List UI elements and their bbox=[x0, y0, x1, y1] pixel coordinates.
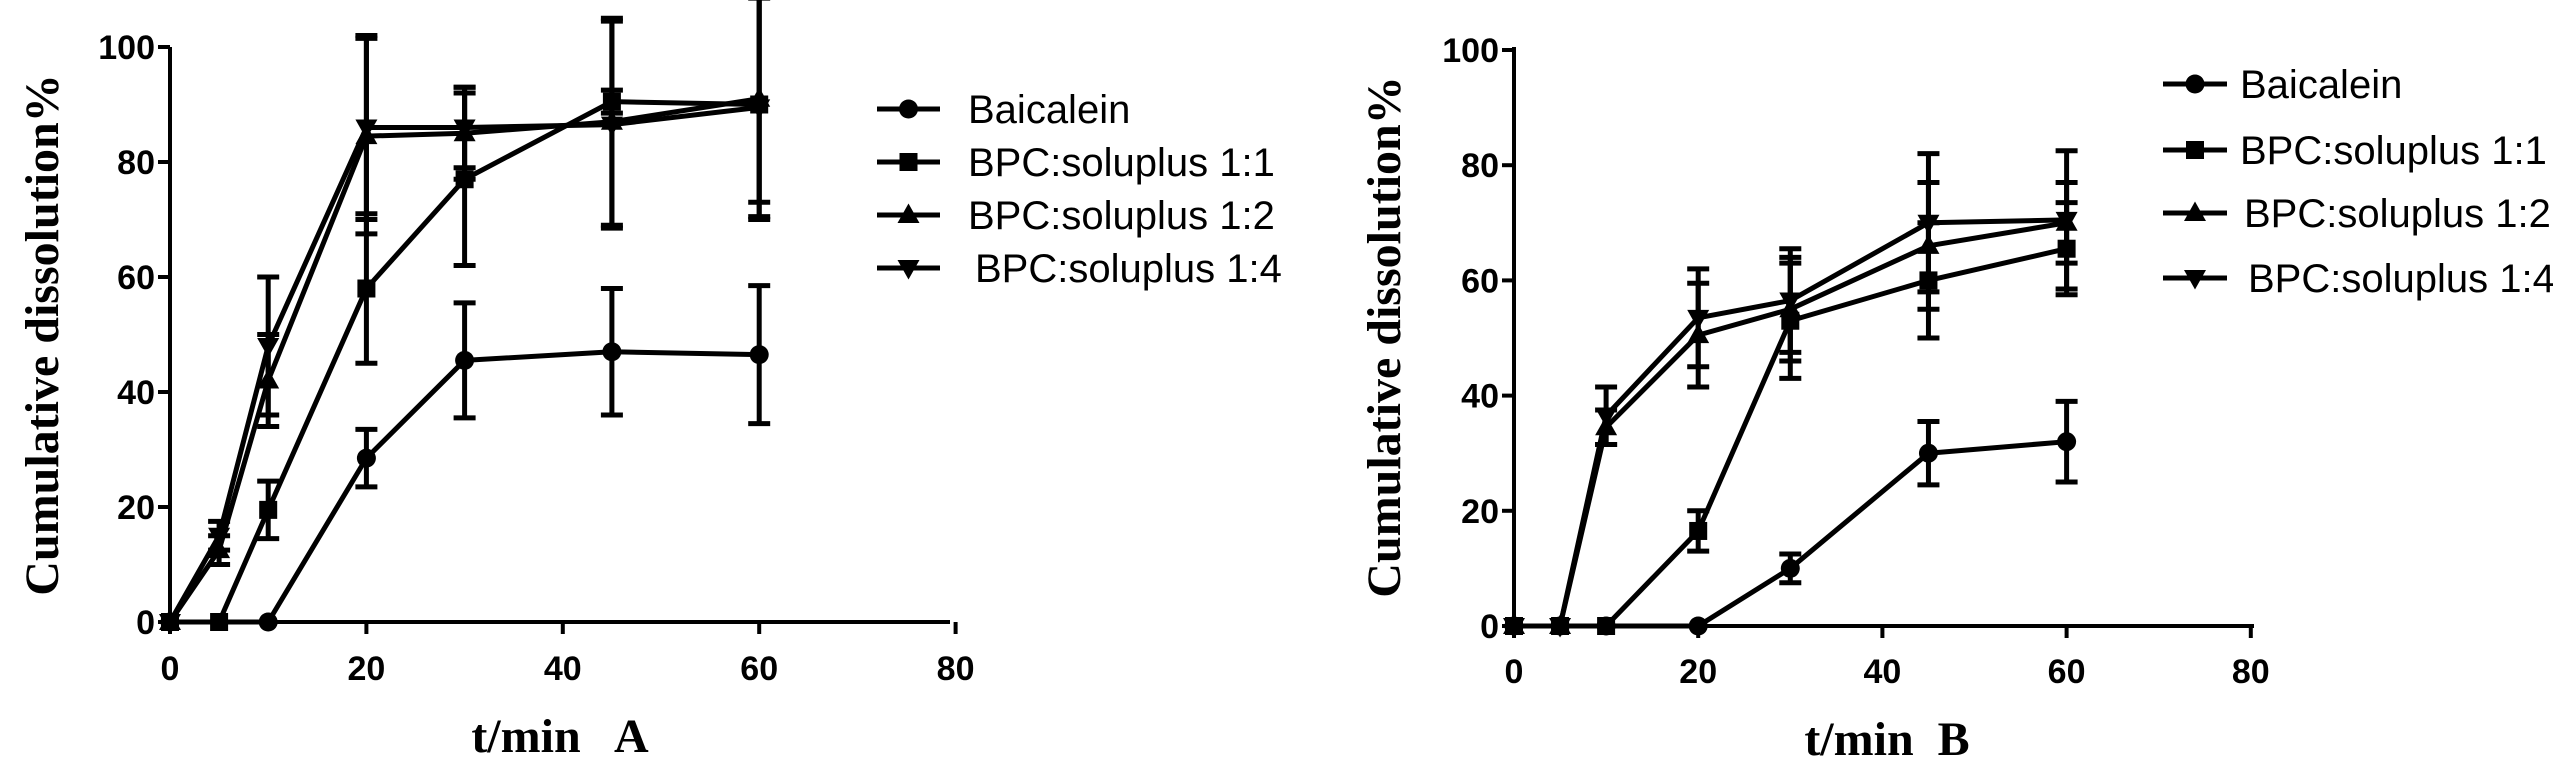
data-point bbox=[1779, 292, 1802, 313]
x-tick-label: 40 bbox=[544, 650, 582, 688]
data-point bbox=[1503, 618, 1525, 638]
plot-area bbox=[159, 0, 771, 634]
series-bpc-soluplus-1-4 bbox=[1503, 148, 2078, 638]
data-point bbox=[1689, 521, 1708, 540]
legend-marker bbox=[2184, 270, 2206, 290]
legend: Baicalein BPC:soluplus 1:1 BPC:soluplus … bbox=[877, 88, 1282, 291]
x-tick-label: 80 bbox=[2232, 653, 2270, 691]
y-tick-label: 100 bbox=[98, 29, 155, 67]
legend-marker bbox=[897, 203, 920, 223]
chart-panel-a: 0 20 40 60 80 100 0 20 40 60 80 Cumulative dissol… bbox=[16, 0, 1282, 763]
data-point bbox=[749, 345, 769, 365]
y-tick-label: 40 bbox=[1461, 378, 1499, 416]
legend: Baicalein BPC:soluplus 1:1 BPC:soluplus … bbox=[2163, 63, 2553, 301]
y-axis-label: Cumulative dissolution% bbox=[1358, 76, 1411, 597]
data-point bbox=[453, 119, 476, 139]
legend-item: BPC:soluplus 1:2 bbox=[2163, 192, 2551, 236]
y-tick-label: 0 bbox=[1480, 608, 1499, 646]
x-tick-label: 0 bbox=[1505, 653, 1524, 691]
data-point bbox=[1918, 443, 1938, 463]
y-axis-label: Cumulative dissolution% bbox=[16, 74, 69, 595]
legend-item: BPC:soluplus 1:4 bbox=[2163, 257, 2553, 301]
x-axis-label: t/min B bbox=[1804, 713, 1969, 766]
data-point bbox=[257, 338, 280, 358]
legend-marker bbox=[897, 260, 920, 280]
y-tick-label: 20 bbox=[117, 489, 155, 527]
legend-item: BPC:soluplus 1:2 bbox=[877, 194, 1275, 238]
legend-label: BPC:soluplus 1:1 bbox=[2240, 129, 2547, 173]
legend-label: BPC:soluplus 1:4 bbox=[2248, 257, 2553, 301]
legend-item: Baicalein bbox=[2163, 63, 2402, 107]
data-point bbox=[2057, 432, 2077, 452]
x-tick-label: 0 bbox=[161, 650, 180, 688]
legend-marker bbox=[2184, 201, 2206, 221]
x-ticks: 0 20 40 60 80 bbox=[161, 622, 975, 688]
data-point bbox=[1780, 558, 1800, 578]
y-tick-label: 80 bbox=[1461, 147, 1499, 185]
data-point bbox=[748, 99, 771, 119]
data-point bbox=[355, 119, 378, 139]
data-point bbox=[2055, 211, 2078, 232]
legend-marker bbox=[2185, 74, 2205, 94]
x-tick-label: 20 bbox=[347, 650, 385, 688]
data-point bbox=[208, 527, 231, 548]
data-point bbox=[600, 116, 623, 137]
legend-item: BPC:soluplus 1:1 bbox=[2163, 129, 2547, 173]
data-point bbox=[356, 448, 376, 468]
data-point bbox=[1687, 309, 1710, 330]
legend-item: BPC:soluplus 1:4 bbox=[877, 247, 1282, 291]
data-point bbox=[1595, 407, 1618, 428]
x-tick-label: 40 bbox=[1863, 653, 1901, 691]
y-tick-label: 80 bbox=[117, 144, 155, 182]
series-baicalein bbox=[1504, 398, 2078, 636]
series-baicalein bbox=[160, 283, 771, 632]
legend-label: Baicalein bbox=[2240, 63, 2402, 107]
legend-label: BPC:soluplus 1:4 bbox=[975, 247, 1282, 291]
series-line bbox=[170, 349, 760, 625]
data-point bbox=[602, 342, 622, 362]
y-tick-label: 20 bbox=[1461, 493, 1499, 531]
legend-item: BPC:soluplus 1:1 bbox=[877, 141, 1275, 185]
legend-label: BPC:soluplus 1:2 bbox=[968, 194, 1275, 238]
data-point bbox=[159, 614, 181, 634]
data-point bbox=[1917, 214, 1940, 235]
data-point bbox=[455, 350, 475, 370]
legend-marker bbox=[899, 99, 918, 119]
legend-item: Baicalein bbox=[877, 88, 1130, 132]
data-point bbox=[258, 612, 278, 632]
data-point bbox=[259, 500, 278, 519]
y-tick-label: 100 bbox=[1442, 32, 1499, 70]
x-tick-label: 60 bbox=[740, 650, 778, 688]
y-tick-label: 60 bbox=[1461, 262, 1499, 300]
legend-label: BPC:soluplus 1:1 bbox=[968, 141, 1275, 185]
x-tick-label: 20 bbox=[1679, 653, 1717, 691]
y-tick-label: 40 bbox=[117, 374, 155, 412]
legend-marker bbox=[899, 153, 918, 171]
data-point bbox=[1597, 617, 1616, 635]
legend-label: Baicalein bbox=[968, 88, 1130, 132]
chart-panel-b: 0 20 40 60 80 100 0 20 40 60 80 Cumulative dissol… bbox=[1358, 32, 2553, 766]
legend-marker bbox=[2186, 141, 2204, 159]
series-bpc-soluplus-1-4 bbox=[159, 0, 771, 634]
plot-area bbox=[1503, 148, 2078, 638]
x-tick-label: 60 bbox=[2048, 653, 2086, 691]
data-point bbox=[1688, 616, 1708, 636]
data-point bbox=[1549, 618, 1572, 638]
y-ticks: 0 20 40 60 80 100 bbox=[98, 29, 170, 642]
y-tick-label: 0 bbox=[136, 604, 155, 642]
y-ticks: 0 20 40 60 80 100 bbox=[1442, 32, 1514, 646]
x-ticks: 0 20 40 60 80 bbox=[1505, 626, 2270, 691]
x-axis-label: t/min A bbox=[471, 710, 649, 763]
data-point bbox=[210, 613, 229, 631]
data-point bbox=[357, 279, 376, 298]
y-tick-label: 60 bbox=[117, 259, 155, 297]
x-tick-label: 80 bbox=[937, 650, 975, 688]
legend-label: BPC:soluplus 1:2 bbox=[2244, 192, 2551, 236]
